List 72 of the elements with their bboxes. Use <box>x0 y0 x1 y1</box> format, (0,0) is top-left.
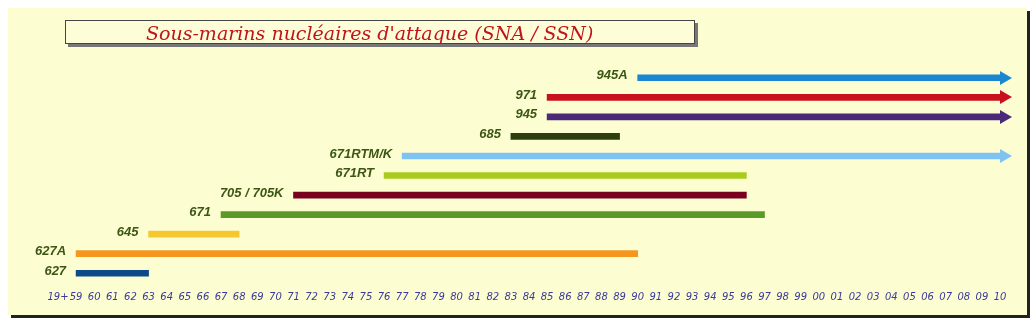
x-tick-label: 96 <box>740 290 753 302</box>
x-tick-label: 62 <box>124 290 137 302</box>
x-tick-label: 05 <box>903 290 916 302</box>
x-tick-label: 19+ <box>47 290 69 302</box>
x-tick-label: 69 <box>250 290 264 302</box>
x-tick-label: 01 <box>830 290 844 302</box>
x-tick-label: 06 <box>921 290 934 302</box>
x-tick-label: 98 <box>776 290 789 302</box>
x-tick-label: 04 <box>884 290 898 302</box>
x-tick-label: 73 <box>323 290 337 302</box>
x-tick-label: 86 <box>558 290 572 302</box>
x-tick-label: 65 <box>178 290 192 302</box>
x-tick-label: 81 <box>468 290 482 302</box>
bar <box>75 269 149 277</box>
x-tick-label: 67 <box>214 290 229 302</box>
x-tick-label: 75 <box>359 290 373 302</box>
x-tick-label: 61 <box>105 290 119 302</box>
bar <box>383 172 747 179</box>
x-tick-label: 84 <box>522 290 536 302</box>
x-tick-label: 89 <box>613 290 626 302</box>
x-tick-label: 76 <box>377 290 391 302</box>
x-tick-label: 02 <box>848 290 862 302</box>
chart-title: Sous-marins nucléaires d'attaque (SNA / SSN) <box>65 20 695 44</box>
y-tick-label: 945A <box>596 67 628 83</box>
x-tick-label: 77 <box>395 290 410 302</box>
y-tick-label: 685 <box>479 125 502 141</box>
bar <box>148 230 240 238</box>
x-tick-label: 91 <box>649 290 663 302</box>
x-tick-label: 97 <box>758 290 772 302</box>
y-tick-label: 645 <box>116 223 140 239</box>
x-tick-label: 99 <box>794 290 808 302</box>
x-tick-label: 60 <box>87 290 101 302</box>
x-tick-label: 87 <box>576 290 591 302</box>
x-tick-label: 08 <box>957 290 971 302</box>
bar <box>510 133 620 140</box>
x-tick-label: 95 <box>721 290 735 302</box>
y-tick-label: 671RT <box>335 165 376 181</box>
x-tick-label: 80 <box>450 290 463 302</box>
y-tick-label: 945 <box>515 106 538 122</box>
y-tick-label: 627 <box>44 262 67 278</box>
x-tick-label: 64 <box>160 290 174 302</box>
x-tick-label: 78 <box>413 290 427 302</box>
x-tick-label: 66 <box>196 290 210 302</box>
y-tick-label: 671RTM/K <box>329 145 394 161</box>
x-tick-label: 68 <box>232 290 246 302</box>
x-tick-label: 70 <box>269 290 282 302</box>
y-tick-label: 627A <box>35 243 67 259</box>
x-tick-label: 94 <box>703 290 717 302</box>
x-tick-label: 63 <box>142 290 155 302</box>
bar <box>293 191 747 199</box>
x-tick-label: 07 <box>939 290 953 302</box>
x-tick-label: 10 <box>993 290 1007 302</box>
x-tick-label: 09 <box>975 290 989 302</box>
x-tick-label: 79 <box>432 290 445 302</box>
bar <box>220 211 765 218</box>
x-tick-label: 85 <box>540 290 554 302</box>
x-tick-label: 71 <box>287 290 300 302</box>
y-tick-label: 971 <box>515 86 538 102</box>
x-tick-label: 74 <box>341 290 355 302</box>
y-tick-label: 671 <box>189 204 212 220</box>
x-tick-label: 82 <box>486 290 500 302</box>
x-tick-label: 72 <box>305 290 318 302</box>
x-tick-label: 93 <box>685 290 699 302</box>
x-tick-label: 03 <box>866 290 880 302</box>
x-tick-label: 90 <box>631 290 645 302</box>
bar <box>75 250 639 258</box>
x-tick-label: 59 <box>69 290 83 302</box>
x-tick-label: 83 <box>504 290 518 302</box>
y-tick-label: 705 / 705K <box>219 184 286 200</box>
x-tick-label: 00 <box>812 290 826 302</box>
x-tick-label: 88 <box>595 290 608 302</box>
x-tick-label: 92 <box>667 290 681 302</box>
